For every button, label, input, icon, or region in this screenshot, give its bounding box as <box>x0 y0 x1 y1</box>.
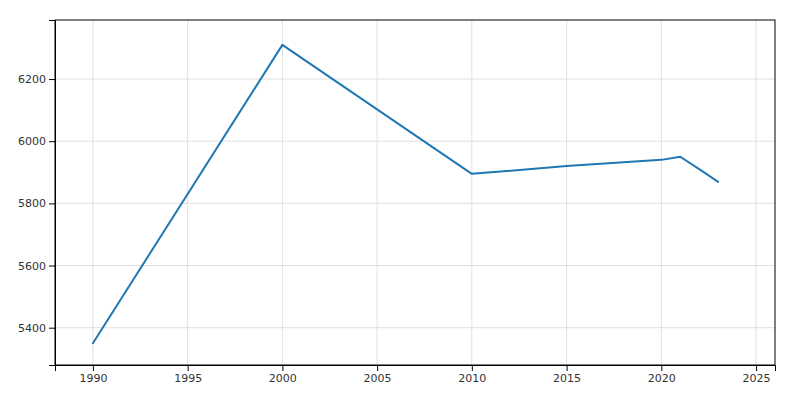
y-tick-label: 6000 <box>18 135 46 148</box>
x-tick-label: 1990 <box>79 372 107 385</box>
x-tick-mark <box>282 365 283 371</box>
chart-container: 1990 1995 2000 2005 2010 2015 2020 2025 5400 5600… <box>0 0 800 400</box>
y-axis: 5400 5600 5800 6000 6200 <box>18 21 56 366</box>
y-grid-line <box>55 265 775 266</box>
x-tick: 2005 <box>364 365 392 385</box>
line <box>93 45 718 343</box>
y-tick: 5600 <box>18 260 55 273</box>
x-tick-label: 2005 <box>364 372 392 385</box>
y-tick-mark <box>49 266 55 267</box>
x-grid-line <box>756 20 757 365</box>
x-tick: 1990 <box>79 365 107 385</box>
x-tick-mark <box>756 365 757 371</box>
x-axis: 1990 1995 2000 2005 2010 2015 2020 2025 <box>56 365 776 385</box>
y-tick: 5400 <box>18 322 55 335</box>
x-tick-label: 2000 <box>269 372 297 385</box>
y-grid-line <box>55 203 775 204</box>
x-tick: 2020 <box>648 365 676 385</box>
x-axis-line <box>56 366 776 372</box>
x-tick-label: 1995 <box>174 372 202 385</box>
y-grid-line <box>55 327 775 328</box>
y-tick: 6000 <box>18 135 55 148</box>
x-grid-line <box>282 20 283 365</box>
x-tick-label: 2010 <box>458 372 486 385</box>
x-tick-mark <box>93 365 94 371</box>
grid <box>55 20 775 365</box>
y-tick-mark <box>49 203 55 204</box>
x-tick: 2010 <box>458 365 486 385</box>
x-grid-line <box>471 20 472 365</box>
x-tick-mark <box>472 365 473 371</box>
x-tick: 2015 <box>553 365 581 385</box>
y-tick: 5800 <box>18 197 55 210</box>
x-grid-line <box>92 20 93 365</box>
y-tick-label: 5800 <box>18 197 46 210</box>
y-tick-mark <box>49 79 55 80</box>
y-tick-mark <box>49 141 55 142</box>
x-tick-mark <box>377 365 378 371</box>
y-grid-line <box>55 141 775 142</box>
y-tick-label: 5600 <box>18 260 46 273</box>
y-tick-mark <box>49 328 55 329</box>
y-tick-label: 6200 <box>18 73 46 86</box>
plot-frame <box>55 20 775 365</box>
y-axis-line <box>49 21 56 366</box>
x-tick: 2000 <box>269 365 297 385</box>
x-tick-label: 2025 <box>743 372 771 385</box>
x-tick: 2025 <box>743 365 771 385</box>
x-tick-label: 2015 <box>553 372 581 385</box>
x-tick-mark <box>188 365 189 371</box>
x-tick-mark <box>567 365 568 371</box>
y-grid-line <box>55 79 775 80</box>
y-tick: 6200 <box>18 73 55 86</box>
x-tick-label: 2020 <box>648 372 676 385</box>
marks <box>93 45 718 343</box>
chart-svg: 1990 1995 2000 2005 2010 2015 2020 2025 5400 5600… <box>0 0 800 400</box>
x-grid-line <box>566 20 567 365</box>
y-tick-label: 5400 <box>18 322 46 335</box>
x-grid-line <box>661 20 662 365</box>
plot-area: 1990 1995 2000 2005 2010 2015 2020 2025 5400 5600… <box>18 20 776 385</box>
x-tick: 1995 <box>174 365 202 385</box>
x-tick-mark <box>661 365 662 371</box>
x-grid-line <box>377 20 378 365</box>
